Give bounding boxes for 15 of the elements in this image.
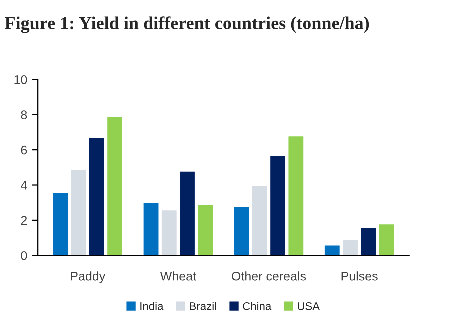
- legend-label: USA: [298, 302, 320, 310]
- legend-label: India: [140, 302, 164, 310]
- x-tick-label: Paddy: [71, 272, 106, 284]
- x-tick-label: Pulses: [342, 272, 378, 281]
- x-tick-label: Other cereals: [232, 272, 306, 281]
- chart-title: Figure 1: Yield in different countries (tonne/ha): [5, 16, 370, 34]
- y-tick-label: 10: [14, 75, 28, 84]
- y-tick-label: 0: [21, 251, 28, 260]
- y-tick-label: 6: [21, 146, 28, 155]
- y-tick-label: 4: [21, 181, 28, 190]
- legend-label: Brazil: [190, 302, 216, 310]
- y-tick-label: 8: [21, 110, 28, 120]
- x-tick-label: Wheat: [160, 272, 196, 281]
- y-tick-label: 2: [21, 216, 28, 225]
- legend-label: China: [243, 302, 272, 310]
